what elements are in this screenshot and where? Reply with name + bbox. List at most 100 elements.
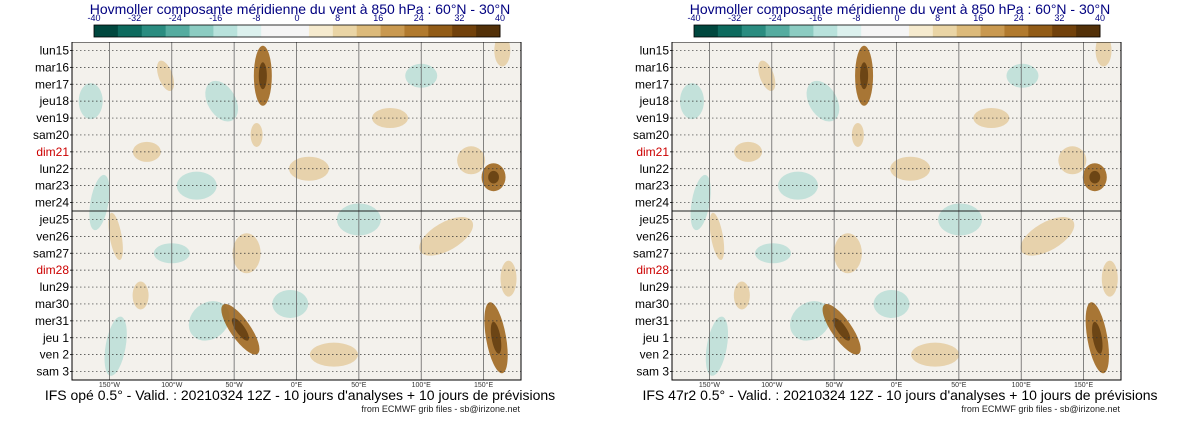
day-tick-label: jeu18	[39, 94, 70, 108]
colorbar-swatch	[404, 25, 429, 37]
day-tick-label: mar16	[35, 60, 69, 74]
colorbar-swatch	[741, 25, 767, 37]
colorbar-tick-label: 16	[373, 13, 383, 23]
wind-anomaly-patch	[494, 42, 511, 67]
longitude-tick-label: 100°E	[412, 381, 431, 387]
colorbar-swatch	[813, 25, 838, 37]
plot-frame	[71, 42, 522, 381]
colorbar-tick-label: 0	[894, 13, 899, 23]
longitude-tick-label: 50°E	[351, 381, 367, 387]
colorbar-tick-label: -24	[769, 13, 782, 23]
day-tick-label: ven 2	[640, 348, 670, 362]
colorbar-tick-label: -24	[169, 13, 182, 23]
colorbar-tick-label: 40	[495, 13, 505, 23]
day-tick-label: mer31	[635, 314, 669, 328]
colorbar-tick-label: -8	[252, 13, 260, 23]
colorbar-tick-label: 0	[294, 13, 299, 23]
hovmoller-panel-ope: Hovmoller composante méridienne du vent …	[33, 1, 555, 414]
wind-anomaly-patch	[500, 260, 517, 297]
colorbar-swatch	[885, 25, 910, 37]
wind-anomaly-patch	[1006, 63, 1039, 88]
colorbar-swatch	[117, 25, 143, 37]
colorbar-tick-label: 32	[454, 13, 464, 23]
wind-anomaly-patch	[372, 108, 409, 129]
longitude-tick-label: 150°W	[99, 381, 120, 387]
day-tick-label: ven26	[636, 229, 669, 243]
day-tick-label: lun15	[640, 43, 670, 57]
source-credit: from ECMWF grib files - sb@irizone.net	[361, 404, 520, 414]
day-tick-label: lun22	[40, 162, 70, 176]
colorbar-frame	[693, 24, 1101, 38]
wind-anomaly-core	[258, 62, 267, 90]
wind-anomaly-patch	[132, 141, 161, 162]
colorbar-swatch	[1052, 25, 1077, 37]
colorbar-swatch	[332, 25, 358, 37]
colorbar-swatch	[380, 25, 405, 37]
colorbar-swatch	[356, 25, 382, 37]
wind-anomaly-patch	[156, 60, 175, 92]
day-tick-label: sam27	[633, 246, 669, 260]
colorbar-swatch	[861, 25, 886, 37]
colorbar-swatch	[428, 25, 453, 37]
wind-anomaly-core	[833, 317, 851, 341]
colorbar-tick-label: -40	[87, 13, 100, 23]
colorbar-swatch	[789, 25, 814, 37]
colorbar-swatch	[837, 25, 862, 37]
colorbar-tick-label: 24	[414, 13, 424, 23]
wind-anomaly-patch	[890, 156, 931, 181]
colorbar-tick-label: 8	[335, 13, 340, 23]
wind-anomaly-patch	[806, 80, 840, 122]
day-tick-label: jeu25	[39, 212, 70, 226]
wind-anomaly-patch	[419, 217, 474, 256]
day-tick-label: lun15	[40, 43, 70, 57]
day-tick-label: jeu 1	[42, 331, 69, 345]
day-tick-label: mar30	[35, 297, 69, 311]
longitude-tick-label: 150°E	[1074, 381, 1093, 387]
wind-anomaly-patch	[679, 83, 704, 120]
day-tick-label: ven 2	[40, 348, 70, 362]
day-tick-label: mer17	[635, 77, 669, 91]
longitude-tick-label: 50°E	[951, 381, 967, 387]
chart-caption: IFS 47r2 0.5° - Valid. : 20210324 12Z - …	[642, 387, 1158, 403]
day-tick-label: mer17	[35, 77, 69, 91]
day-tick-label: ven19	[36, 111, 69, 125]
wind-anomaly-patch	[705, 316, 729, 376]
colorbar-tick-label: 8	[935, 13, 940, 23]
day-tick-label: dim21	[636, 145, 669, 159]
wind-anomaly-patch	[851, 122, 864, 147]
wind-anomaly-core	[488, 170, 499, 184]
colorbar-swatch	[694, 25, 719, 37]
plot-frame	[671, 42, 1122, 381]
colorbar-swatch	[956, 25, 982, 37]
wind-anomaly-patch	[78, 83, 103, 120]
colorbar-swatch	[476, 25, 501, 37]
chart-title: Hovmoller composante méridienne du vent …	[89, 1, 511, 17]
day-tick-label: lun29	[40, 280, 70, 294]
colorbar-swatch	[932, 25, 958, 37]
hovmoller-plot: lun15 mar16 mer17 jeu18 ven19 sam20 dim21 lun22…	[33, 42, 522, 387]
source-credit: from ECMWF grib files - sb@irizone.net	[961, 404, 1120, 414]
wind-anomaly-patch	[1020, 217, 1075, 256]
colorbar-swatch	[452, 25, 477, 37]
colorbar-swatch	[237, 25, 262, 37]
day-tick-label: mer24	[35, 196, 69, 210]
wind-anomaly-patch	[205, 80, 239, 122]
wind-anomaly-patch	[457, 146, 486, 175]
wind-anomaly-patch	[758, 60, 776, 92]
wind-anomaly-patch	[1095, 42, 1112, 67]
colorbar-swatch	[308, 25, 334, 37]
colorbar-swatch	[1076, 25, 1101, 37]
colorbar-swatch	[94, 25, 119, 37]
wind-anomaly-patch	[272, 289, 309, 318]
longitude-tick-label: 0°E	[891, 381, 903, 387]
wind-anomaly-patch	[89, 174, 110, 231]
colorbar-tick-label: -16	[209, 13, 222, 23]
wind-anomaly-patch	[777, 171, 818, 200]
longitude-tick-label: 150°E	[474, 381, 493, 387]
colorbar: -40 -32 -24 -16 -8 0 8 16 24 32 40	[87, 13, 505, 38]
day-tick-label: jeu25	[639, 212, 670, 226]
wind-anomaly-core	[231, 317, 249, 341]
colorbar-swatch	[285, 25, 310, 37]
day-tick-label: ven26	[36, 229, 69, 243]
colorbar-tick-label: 16	[973, 13, 983, 23]
